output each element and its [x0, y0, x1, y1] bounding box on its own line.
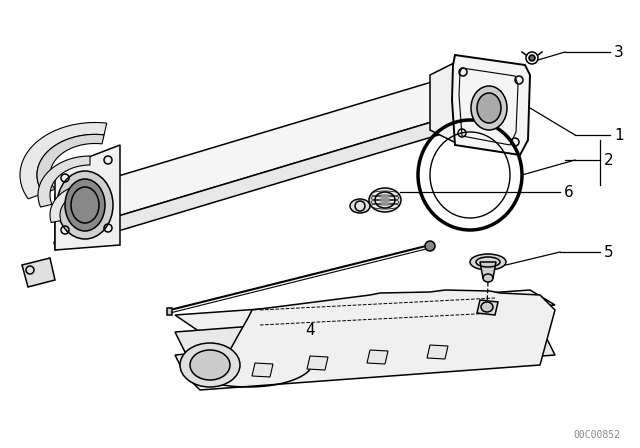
Ellipse shape: [180, 343, 240, 387]
Ellipse shape: [483, 274, 493, 282]
Circle shape: [529, 55, 535, 61]
Text: 00C00852: 00C00852: [573, 430, 620, 440]
Polygon shape: [452, 55, 530, 155]
Ellipse shape: [470, 254, 506, 270]
Ellipse shape: [471, 86, 507, 130]
Ellipse shape: [190, 350, 230, 380]
Polygon shape: [307, 356, 328, 370]
Polygon shape: [367, 350, 388, 364]
Polygon shape: [55, 145, 120, 250]
Text: 5: 5: [604, 245, 614, 259]
Ellipse shape: [65, 179, 105, 231]
Polygon shape: [480, 262, 496, 278]
Text: 2: 2: [604, 152, 614, 168]
Polygon shape: [37, 134, 104, 194]
Polygon shape: [167, 308, 172, 315]
Text: 6: 6: [564, 185, 573, 199]
Polygon shape: [20, 122, 107, 199]
Polygon shape: [50, 185, 84, 223]
Ellipse shape: [369, 188, 401, 212]
Ellipse shape: [481, 302, 493, 312]
Polygon shape: [430, 60, 460, 145]
Text: 4: 4: [305, 323, 315, 337]
Polygon shape: [427, 345, 448, 359]
Ellipse shape: [350, 199, 370, 213]
Polygon shape: [55, 115, 455, 250]
Ellipse shape: [477, 93, 501, 123]
Polygon shape: [22, 258, 55, 287]
Polygon shape: [55, 75, 455, 235]
Polygon shape: [252, 363, 273, 377]
Polygon shape: [38, 156, 90, 207]
Polygon shape: [477, 300, 498, 315]
Ellipse shape: [57, 171, 113, 239]
Polygon shape: [175, 290, 555, 332]
Text: 1: 1: [614, 128, 623, 142]
Polygon shape: [175, 290, 555, 390]
Circle shape: [425, 241, 435, 251]
Text: 3: 3: [614, 44, 624, 60]
Polygon shape: [175, 305, 555, 382]
